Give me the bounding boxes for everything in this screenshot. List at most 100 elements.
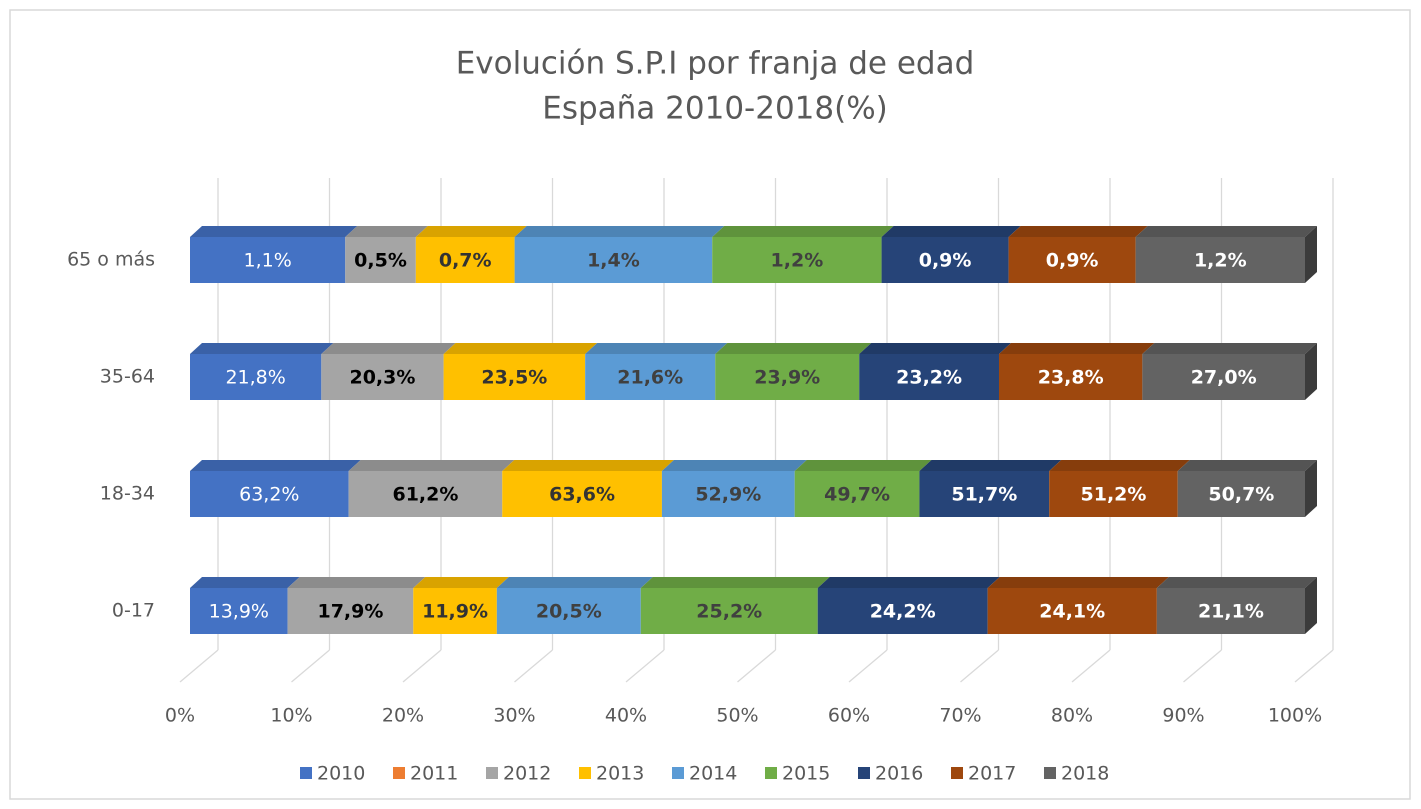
x-tick-label: 30% <box>493 705 535 727</box>
legend-label: 2011 <box>410 763 458 785</box>
bar <box>1142 354 1305 400</box>
data-label: 63,6% <box>549 484 615 506</box>
bar <box>859 354 999 400</box>
bar-top <box>415 226 527 237</box>
bar <box>190 237 346 283</box>
bar-side <box>1305 577 1317 634</box>
data-label: 1,2% <box>771 250 824 272</box>
data-label: 1,2% <box>1194 250 1247 272</box>
bar-top <box>287 577 426 588</box>
bar-top <box>640 577 830 588</box>
bar-top <box>1135 226 1317 237</box>
legend-swatch <box>579 767 591 779</box>
bar <box>881 237 1009 283</box>
data-label: 17,9% <box>317 601 383 623</box>
bar-side <box>1305 226 1317 283</box>
grid-floor-line <box>960 649 999 683</box>
grid-floor-line <box>179 649 219 683</box>
data-label: 21,1% <box>1198 601 1264 623</box>
legend-label: 2014 <box>689 763 737 785</box>
bar-top <box>190 226 358 237</box>
bar <box>345 237 416 283</box>
data-label: 51,7% <box>951 484 1017 506</box>
bar <box>321 354 444 400</box>
grid-floor-line <box>737 649 776 683</box>
x-tick-label: 90% <box>1162 705 1204 727</box>
bar-top <box>987 577 1169 588</box>
legend-label: 2015 <box>782 763 830 785</box>
bar-top <box>321 343 456 354</box>
bar-top <box>514 226 725 237</box>
legend-swatch <box>1044 767 1056 779</box>
legend-swatch <box>765 767 777 779</box>
bar <box>514 237 713 283</box>
legend-label: 2016 <box>875 763 923 785</box>
data-label: 1,1% <box>243 250 291 272</box>
chart-title: Evolución S.P.I por franja de edad <box>456 46 975 82</box>
bar <box>1177 471 1305 517</box>
legend-swatch <box>672 767 684 779</box>
data-label: 50,7% <box>1208 484 1274 506</box>
data-label: 52,9% <box>695 484 761 506</box>
data-label: 11,9% <box>422 601 488 623</box>
bar <box>190 588 288 634</box>
data-label: 23,2% <box>896 367 962 389</box>
data-label: 63,2% <box>239 484 299 506</box>
data-label: 23,8% <box>1038 367 1104 389</box>
y-tick-label: 0-17 <box>112 600 155 622</box>
bar <box>190 471 349 517</box>
data-label: 61,2% <box>392 484 458 506</box>
grid-floor-line <box>1071 649 1111 683</box>
bar-top <box>715 343 872 354</box>
data-label: 24,2% <box>870 601 936 623</box>
data-label: 1,4% <box>587 250 640 272</box>
data-label: 20,5% <box>536 601 602 623</box>
legend-swatch <box>393 767 405 779</box>
bar <box>817 588 988 634</box>
y-tick-label: 18-34 <box>100 483 155 505</box>
x-tick-label: 100% <box>1268 705 1322 727</box>
data-label: 51,2% <box>1081 484 1147 506</box>
bar <box>287 588 414 634</box>
grid-floor-line <box>291 649 330 683</box>
bar <box>413 588 497 634</box>
legend-label: 2018 <box>1061 763 1109 785</box>
bar <box>640 588 818 634</box>
chart-border <box>9 9 1411 800</box>
bar-top <box>190 343 334 354</box>
y-tick-label: 65 o más <box>67 249 155 271</box>
bar-top <box>413 577 509 588</box>
bar-top <box>585 343 728 354</box>
data-label: 13,9% <box>209 601 269 623</box>
data-label: 25,2% <box>696 601 762 623</box>
data-label: 0,7% <box>439 250 492 272</box>
bar <box>415 237 515 283</box>
bar-top <box>190 460 361 471</box>
data-label: 0,5% <box>354 250 407 272</box>
bar <box>998 354 1143 400</box>
grid-floor-line <box>1183 649 1222 683</box>
bar-top <box>1156 577 1317 588</box>
bar-top <box>1177 460 1317 471</box>
bar-top <box>190 577 300 588</box>
bar-top <box>661 460 807 471</box>
x-tick-label: 10% <box>270 705 312 727</box>
bar <box>443 354 586 400</box>
data-label: 24,1% <box>1039 601 1105 623</box>
bar-top <box>348 460 515 471</box>
grid-floor-line <box>514 649 553 683</box>
legend-label: 2017 <box>968 763 1016 785</box>
bar-top <box>345 226 428 237</box>
bar <box>919 471 1050 517</box>
legend-label: 2012 <box>503 763 551 785</box>
data-label: 27,0% <box>1191 367 1257 389</box>
bar-top <box>859 343 1011 354</box>
bar <box>715 354 860 400</box>
chart-subtitle: España 2010-2018(%) <box>542 91 888 127</box>
legend-swatch <box>486 767 498 779</box>
data-label: 21,6% <box>617 367 683 389</box>
bar <box>712 237 882 283</box>
x-tick-label: 20% <box>382 705 424 727</box>
bar-top <box>1008 226 1148 237</box>
bar-side <box>1305 460 1317 517</box>
